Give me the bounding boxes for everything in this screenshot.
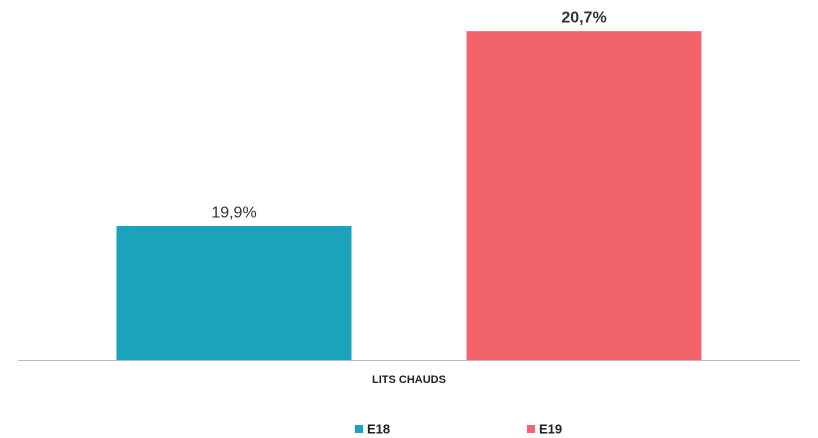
legend-swatch	[527, 425, 535, 433]
legend-label: E19	[539, 421, 562, 436]
x-tick-label: LITS CHAUDS	[372, 374, 446, 386]
value-label: 19,9%	[211, 204, 256, 221]
legend-swatch	[355, 425, 363, 433]
bar	[116, 226, 352, 360]
bar	[466, 31, 702, 361]
legend-label: E18	[367, 421, 390, 436]
value-label: 20,7%	[561, 9, 606, 26]
